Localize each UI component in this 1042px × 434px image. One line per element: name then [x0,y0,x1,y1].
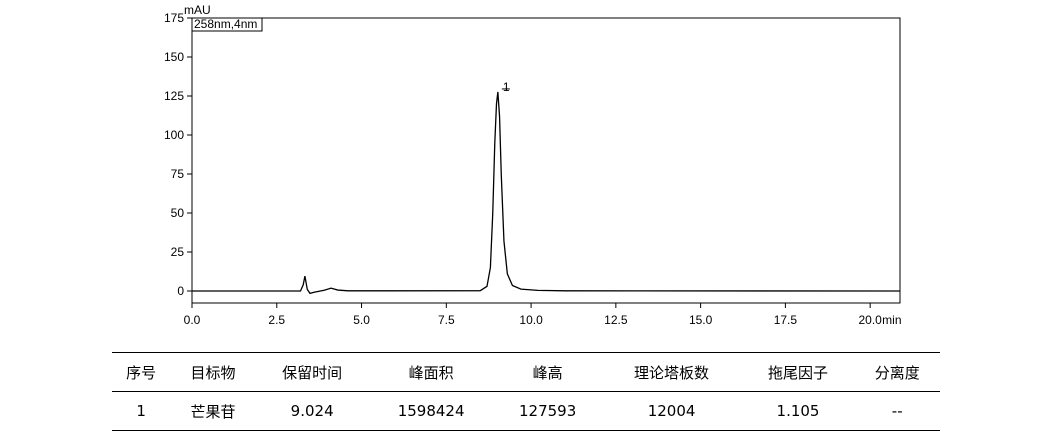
plot-frame [191,17,901,304]
header-cell: 分离度 [874,363,920,382]
x-tick-label: 2.5 [268,313,285,327]
header-cell: 目标物 [190,363,236,382]
y-tick-label: 125 [164,89,184,103]
y-tick-label: 100 [164,128,184,142]
x-tick-label: 17.5 [774,313,798,327]
y-unit: mAU [184,3,211,17]
chart: mAU 258nm,4nm 0 25 50 75 100 125 150 175 0.0 2.5 5… [164,3,902,327]
table-body: 1 芒果苷 9.024 1598424 127593 12004 1.105 -- [112,392,940,431]
x-tick-label: 10.0 [519,313,543,327]
table-cell: 12004 [647,402,696,420]
x-tick-label: 0.0 [184,313,201,327]
header-cell: 序号 [126,363,157,382]
table-cell: 127593 [518,402,577,420]
y-tick-label: 0 [177,284,184,298]
y-tick-label: 25 [171,245,185,259]
table-cell: -- [891,402,903,420]
header-cell: 峰高 [532,363,563,382]
result-table: 序号 目标物 保留时间 峰面积 峰高 理论塔板数 拖尾因子 分离度 1 芒果苷 9.024 1598… [112,352,940,431]
peak-label: 1 [503,80,510,94]
header-cell: 峰面积 [408,363,454,382]
y-tick-label: 50 [171,206,185,220]
table-cell: 1.105 [776,402,820,420]
y-tick-label: 150 [164,50,184,64]
header-cell: 理论塔板数 [634,363,710,382]
header-cell: 保留时间 [282,363,343,382]
y-tick-label: 75 [171,167,185,181]
x-tick-label: 20.0 [858,313,882,327]
header-cell: 拖尾因子 [768,363,829,382]
table-cell: 芒果苷 [190,402,236,421]
x-unit: min [882,313,901,327]
legend-box [191,17,263,32]
legend-entry: 258nm,4nm [194,17,257,31]
x-tick-label: 5.0 [353,313,370,327]
series-line [192,91,901,295]
table-cell: 1598424 [397,402,465,420]
x-tick-label: 15.0 [689,313,713,327]
x-tick-label: 12.5 [604,313,628,327]
y-tick-label: 175 [164,11,184,25]
table-cell: 1 [136,402,146,420]
header-row: 序号 目标物 保留时间 峰面积 峰高 理论塔板数 拖尾因子 分离度 [112,352,940,392]
table-cell: 9.024 [290,402,334,420]
x-tick-label: 7.5 [438,313,455,327]
table-row: 1 芒果苷 9.024 1598424 127593 12004 1.105 -- [112,392,940,431]
